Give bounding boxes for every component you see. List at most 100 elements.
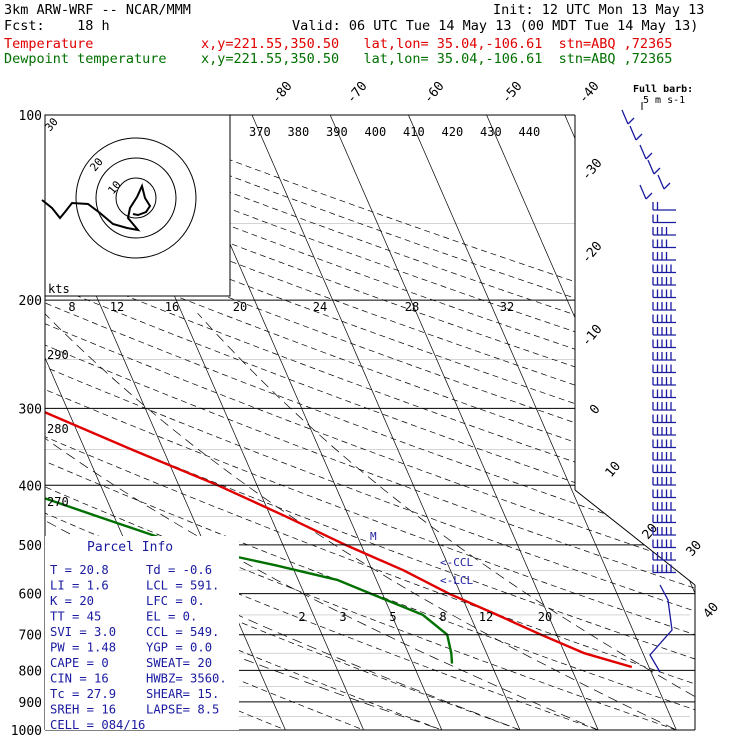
isotherm-line [395,115,683,730]
hodograph-units: kts [48,282,70,296]
dry-adiabat [45,115,695,730]
pressure-label: 200 [19,294,42,309]
parcel-info-row-left: LI = 1.6 [50,579,109,593]
forecast-hour: Fcst: 18 h [4,18,110,34]
wind-barb-upper [657,174,665,190]
barb-legend-units: 5 m s-1 [643,95,685,106]
isotherm-line [474,115,695,730]
temperature-profile [45,115,633,669]
isotherm-label: 10 [603,459,625,481]
parcel-info-row-left: Tc = 27.9 [50,687,116,701]
mixing-ratio-label-lower: 3 [339,610,346,624]
mixing-ratio-label: 24 [313,300,327,314]
dry-adiabat [45,115,695,730]
parcel-info-row-right: LCL = 591. [146,579,219,593]
isotherm-line [630,115,695,730]
parcel-info-row-right: SHEAR= 15. [146,687,219,701]
isotherm-label: -70 [344,79,371,107]
mixing-ratio-label: 16 [165,300,179,314]
parcel-info-title: Parcel Info [87,540,173,555]
isotherm-label: -40 [576,79,603,107]
mixing-ratio-label: 20 [233,300,247,314]
parcel-info-row-right: LFC = 0. [146,594,205,608]
moist-adiabat [197,312,695,730]
theta-left-label: 270 [47,495,69,509]
dry-adiabat [45,115,695,730]
isotherm-label: -80 [269,79,296,107]
parcel-info-row-right: EL = 0. [146,610,197,624]
mixing-ratio-label-lower: 12 [479,610,493,624]
dewpoint-profile [45,115,454,664]
pressure-label: 1000 [11,724,42,739]
theta-label: 420 [442,125,464,139]
mixing-ratio-label: 8 [68,300,75,314]
parcel-info-box [45,536,239,730]
dry-adiabat [45,115,695,730]
parcel-info-row-left: SVI = 3.0 [50,625,116,639]
hodograph-ring [95,157,177,239]
parcel-info-row-right: CCL = 549. [146,625,219,639]
parcel-info-row-left: TT = 45 [50,610,101,624]
hodograph-trace [41,182,152,232]
pressure-label: 100 [19,109,42,124]
theta-label: 410 [403,125,425,139]
pressure-label: 600 [19,588,42,603]
marker-m: M [370,530,377,543]
wind-barb-lower [649,584,673,673]
wind-barb-upper-flag [663,182,671,190]
pressure-label: 800 [19,664,42,679]
init-time: Init: 12 UTC Mon 13 May 13 [493,2,705,18]
parcel-info-row-left: CELL = 084/16 [50,718,145,732]
dry-adiabat [45,115,695,730]
dry-adiabat [45,115,695,730]
isotherm-label: -10 [579,322,606,350]
parcel-info-row-left: CAPE = 0 [50,656,109,670]
hodograph-box [44,114,231,297]
pressure-label: 400 [19,479,42,494]
theta-label: 390 [326,125,348,139]
dewpoint-legend: Dewpoint temperature [4,51,167,67]
wind-barb-upper [639,184,647,200]
dewpoint-location: x,y=221.55,350.50 lat,lon= 35.04,-106.61… [201,51,673,67]
hodograph-ring [115,177,157,219]
wind-barb-upper [639,144,647,160]
mixing-ratio-label: 12 [110,300,124,314]
dry-adiabat [45,115,695,730]
theta-left-label: 290 [47,348,69,362]
mixing-ratio-label-lower: 5 [389,610,396,624]
moist-adiabat [45,312,695,730]
pressure-label: 500 [19,539,42,554]
isotherm-label: -30 [579,156,606,184]
isotherm-line [239,115,526,730]
temperature-location: x,y=221.55,350.50 lat,lon= 35.04,-106.61… [201,36,673,52]
dry-adiabat [45,115,695,730]
wind-barb-upper-flag [645,192,653,200]
right-axis-slant [574,489,696,586]
theta-label: 430 [480,125,502,139]
theta-label: 440 [519,125,541,139]
moist-adiabat [45,312,481,730]
pressure-label: 300 [19,402,42,417]
parcel-info-row-left: T = 20.8 [50,563,109,577]
mixing-ratio-label-lower: 2 [298,610,305,624]
pressure-label: 900 [19,696,42,711]
wind-barb-upper-flag [635,133,643,141]
wind-barb-upper-flag [627,117,635,125]
parcel-info-row-right: HWBZ= 3560. [146,672,227,686]
isotherm-label: 40 [701,600,723,622]
isotherm-label: -20 [579,239,606,267]
parcel-info-row-left: PW = 1.48 [50,641,116,655]
wind-barb-upper [629,125,637,141]
ccl-annotation: <-CCL [440,556,473,569]
theta-label: 380 [288,125,310,139]
wind-barb-upper-flag [653,167,661,175]
isotherm-label: -60 [421,79,448,107]
isotherm-label: 30 [684,538,706,560]
isotherm-label: 0 [587,402,604,418]
dry-adiabat [45,115,695,730]
wind-barb-upper [647,159,655,175]
parcel-info-row-right: Td = -0.6 [146,563,212,577]
lcl-annotation: <-LCL [440,574,473,587]
isotherm-line [317,115,605,730]
